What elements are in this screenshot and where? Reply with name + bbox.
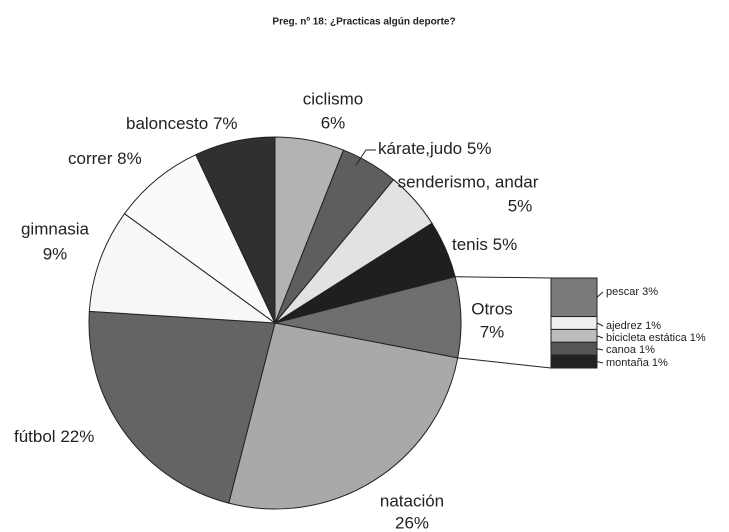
slice-value-label: 5% <box>508 196 533 215</box>
bar-segment <box>550 316 598 330</box>
bar-value-label: 3% <box>642 286 658 298</box>
bar-value-label: 1% <box>652 357 668 369</box>
slice-label: baloncesto 7% <box>126 114 238 133</box>
bar-segment <box>550 277 598 318</box>
slice-value-label: 9% <box>43 244 68 263</box>
leader-line <box>596 322 604 327</box>
slice-value-label: 26% <box>395 513 429 532</box>
bar-label: montaña 1% <box>606 357 668 369</box>
slice-value-label: 7% <box>213 114 238 133</box>
slice-label: correr 8% <box>68 149 142 168</box>
bar-segment <box>550 328 598 343</box>
bar-name: canoa <box>606 344 637 356</box>
slice-name: kárate,judo <box>378 139 462 158</box>
slice-label: kárate,judo 5% <box>378 139 491 158</box>
slice-value-label: 8% <box>117 149 142 168</box>
slice-value-label: 5% <box>467 139 492 158</box>
slice-value-label: 6% <box>321 113 346 132</box>
bar-label: ajedrez 1% <box>606 320 661 332</box>
bar-label: canoa 1% <box>606 344 655 356</box>
bar-value-label: 1% <box>639 344 655 356</box>
slice-label: natación <box>380 491 444 510</box>
slice-label: senderismo, andar <box>398 172 539 191</box>
connector-line <box>457 357 552 369</box>
pie-slice <box>195 136 276 324</box>
leader-line <box>355 149 376 166</box>
pie-slice <box>88 212 277 324</box>
leader-line <box>596 291 604 298</box>
slice-name: fútbol <box>14 427 56 446</box>
slice-name: correr <box>68 149 113 168</box>
pie-slice <box>123 154 276 324</box>
chart-title: Preg. nº 18: ¿Practicas algún deporte? <box>272 17 455 28</box>
bar-name: ajedrez <box>606 320 642 332</box>
leader-line <box>596 361 604 364</box>
leader-line <box>596 348 604 351</box>
slice-label: gimnasia <box>21 219 90 238</box>
slice-label: fútbol 22% <box>14 427 94 446</box>
slice-name: baloncesto <box>126 114 208 133</box>
slice-label: tenis 5% <box>452 235 517 254</box>
pie-slice <box>88 310 276 504</box>
bar-segment <box>550 341 598 356</box>
slice-value-label: 5% <box>493 235 518 254</box>
bar-label: bicicleta estática 1% <box>606 332 706 344</box>
slice-label: ciclismo <box>303 89 363 108</box>
slice-value-label: 7% <box>480 322 505 341</box>
slice-value-label: 22% <box>60 427 94 446</box>
bar-name: bicicleta estática <box>606 332 688 344</box>
slice-name: tenis <box>452 235 488 254</box>
slice-label: Otros <box>471 299 513 318</box>
pie-slice <box>228 322 459 510</box>
bar-segment <box>550 354 598 369</box>
bar-value-label: 1% <box>645 320 661 332</box>
bar-value-label: 1% <box>690 332 706 344</box>
bar-label: pescar 3% <box>606 286 658 298</box>
leader-line <box>596 335 604 339</box>
connector-line <box>455 276 552 279</box>
bar-name: montaña <box>606 357 650 369</box>
bar-name: pescar <box>606 286 639 298</box>
